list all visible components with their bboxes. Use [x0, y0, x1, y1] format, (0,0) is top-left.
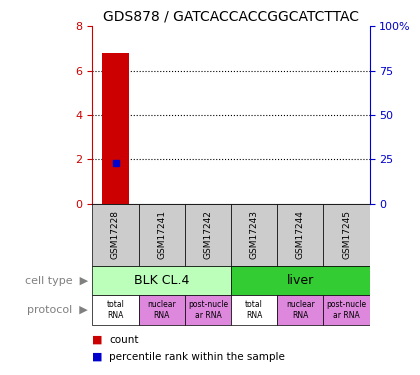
Bar: [185, 296, 231, 325]
Text: GSM17228: GSM17228: [111, 210, 120, 260]
Bar: [92, 204, 139, 266]
Bar: [185, 204, 231, 266]
Bar: [231, 266, 370, 296]
Text: ■: ■: [92, 352, 103, 362]
Text: percentile rank within the sample: percentile rank within the sample: [109, 352, 285, 362]
Bar: [277, 204, 323, 266]
Text: GSM17243: GSM17243: [249, 210, 259, 260]
Text: count: count: [109, 335, 139, 345]
Text: GSM17244: GSM17244: [296, 210, 305, 259]
Text: total
RNA: total RNA: [245, 300, 263, 320]
Text: GSM17245: GSM17245: [342, 210, 351, 260]
Bar: [139, 204, 185, 266]
Bar: [92, 296, 139, 325]
Title: GDS878 / GATCACCACCGGCATCTTAC: GDS878 / GATCACCACCGGCATCTTAC: [103, 10, 359, 24]
Text: protocol  ▶: protocol ▶: [27, 305, 88, 315]
Text: GSM17242: GSM17242: [203, 210, 213, 259]
Text: liver: liver: [287, 274, 314, 287]
Text: nuclear
RNA: nuclear RNA: [147, 300, 176, 320]
Text: cell type  ▶: cell type ▶: [25, 276, 88, 286]
Text: BLK CL.4: BLK CL.4: [134, 274, 189, 287]
Bar: [139, 296, 185, 325]
Text: post-nucle
ar RNA: post-nucle ar RNA: [326, 300, 367, 320]
Text: post-nucle
ar RNA: post-nucle ar RNA: [188, 300, 228, 320]
Bar: [102, 53, 129, 204]
Bar: [323, 204, 370, 266]
Bar: [323, 296, 370, 325]
Bar: [231, 296, 277, 325]
Text: nuclear
RNA: nuclear RNA: [286, 300, 315, 320]
Text: total
RNA: total RNA: [107, 300, 124, 320]
Bar: [231, 204, 277, 266]
Bar: [92, 266, 231, 296]
Text: ■: ■: [92, 335, 103, 345]
Text: GSM17241: GSM17241: [157, 210, 166, 260]
Bar: [277, 296, 323, 325]
